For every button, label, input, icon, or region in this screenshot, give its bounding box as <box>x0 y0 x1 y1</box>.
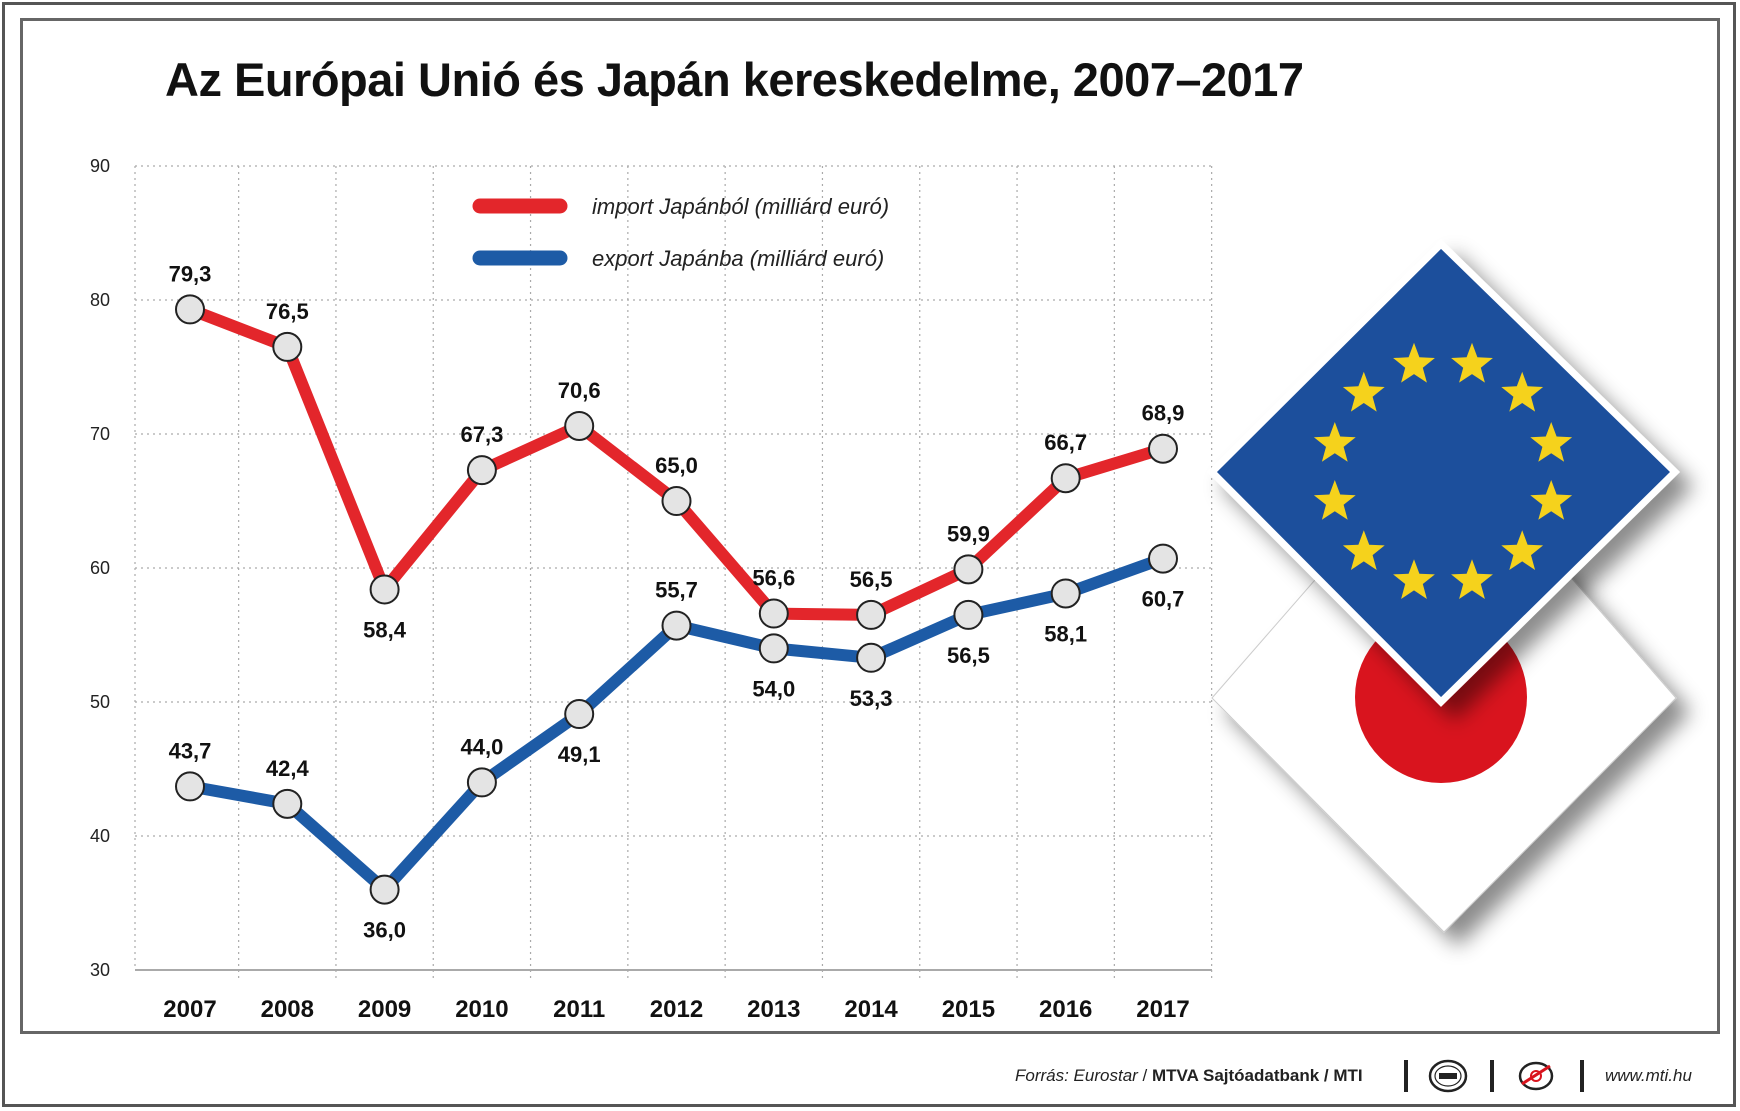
x-tick-label: 2013 <box>747 996 800 1023</box>
data-point <box>661 486 692 516</box>
x-tick-label: 2010 <box>455 996 508 1023</box>
footer-separator <box>1490 1060 1494 1092</box>
eu-star-icon <box>1313 422 1356 462</box>
data-point <box>369 874 400 905</box>
data-point <box>758 633 789 664</box>
data-point <box>564 699 595 730</box>
data-point <box>758 598 789 629</box>
data-point <box>466 455 497 486</box>
data-point <box>369 574 400 605</box>
data-label: 59,9 <box>947 521 990 546</box>
x-tick-label: 2017 <box>1136 996 1189 1023</box>
eu-star-icon <box>1393 559 1435 599</box>
data-label: 65,0 <box>655 453 698 478</box>
data-label: 49,1 <box>558 742 601 767</box>
data-label: 68,9 <box>1142 401 1185 426</box>
data-point <box>1148 433 1178 464</box>
data-label: 67,3 <box>460 422 503 447</box>
data-point <box>1050 463 1081 494</box>
data-point <box>175 771 205 802</box>
eu-flag-icon <box>1207 239 1681 707</box>
data-point <box>272 788 303 819</box>
series: 79,3 76,5 58,4 67,3 70,6 65,0 56,6 56,5 59,9 66,7… <box>169 261 1185 942</box>
data-label: 56,6 <box>752 566 795 591</box>
eu-star-icon <box>1313 480 1356 520</box>
data-label: 36,0 <box>363 918 406 943</box>
eu-star-icon <box>1451 559 1493 599</box>
series-export: 43,7 42,4 36,0 44,0 49,1 55,7 54,0 53,3 56,5 58,1… <box>169 543 1185 943</box>
data-label: 54,0 <box>752 676 795 701</box>
x-tick-label: 2007 <box>163 996 216 1023</box>
data-label: 60,7 <box>1142 587 1185 612</box>
data-point <box>856 642 887 673</box>
source-org: MTVA Sajtóadatbank / MTI <box>1151 1066 1363 1085</box>
eu-star-icon <box>1393 342 1435 383</box>
data-label: 42,4 <box>266 756 310 781</box>
data-point <box>953 599 984 630</box>
eu-star-icon <box>1530 422 1573 462</box>
data-point <box>1148 543 1178 574</box>
y-tick-label: 70 <box>90 424 110 444</box>
data-label: 44,0 <box>460 734 503 759</box>
legend-label: export Japánba (milliárd euró) <box>592 246 884 271</box>
data-label: 76,5 <box>266 299 309 324</box>
data-point <box>856 599 887 630</box>
x-tick-label: 2011 <box>553 996 605 1023</box>
chart-title: Az Európai Unió és Japán kereskedelme, 2… <box>165 53 1304 106</box>
data-label: 79,3 <box>169 261 212 286</box>
data-point <box>175 294 205 325</box>
x-axis-ticks: 2007 2008 2009 2010 2011 2012 2013 2014 2015 2016… <box>163 996 1189 1023</box>
data-label: 43,7 <box>169 738 212 763</box>
flags <box>1207 239 1681 933</box>
x-tick-label: 2016 <box>1039 996 1092 1023</box>
data-point <box>466 767 497 798</box>
data-label: 70,6 <box>558 378 601 403</box>
eu-star-icon <box>1342 530 1385 570</box>
eu-star-icon <box>1530 480 1573 520</box>
website-link[interactable]: www.mti.hu <box>1605 1066 1692 1085</box>
eu-star-icon <box>1501 371 1544 412</box>
data-label: 58,4 <box>363 617 407 642</box>
x-tick-label: 2008 <box>261 996 314 1023</box>
y-tick-label: 80 <box>90 290 110 310</box>
data-label: 55,7 <box>655 578 698 603</box>
eu-star-icon <box>1451 342 1493 383</box>
data-point <box>661 610 692 641</box>
data-point <box>1050 578 1081 609</box>
mti-logo-icon <box>1518 1061 1554 1091</box>
x-tick-label: 2009 <box>358 996 411 1023</box>
data-label: 53,3 <box>850 686 893 711</box>
data-point <box>564 410 595 441</box>
data-label: 56,5 <box>850 567 893 592</box>
source-separator: / <box>1137 1066 1152 1085</box>
y-axis-ticks: 30 40 50 60 70 80 90 <box>90 156 110 980</box>
y-tick-label: 40 <box>90 826 110 846</box>
legend: import Japánból (milliárd euró) export Ja… <box>472 194 889 271</box>
eu-star-icon <box>1501 530 1544 570</box>
mtva-logo-icon <box>1428 1059 1468 1093</box>
source-credit: Forrás: Eurostar / MTVA Sajtóadatbank / … <box>1015 1066 1363 1100</box>
y-tick-label: 90 <box>90 156 110 176</box>
data-label: 66,7 <box>1044 430 1087 455</box>
y-tick-label: 30 <box>90 960 110 980</box>
y-tick-label: 60 <box>90 558 110 578</box>
data-point <box>272 331 303 362</box>
x-tick-label: 2012 <box>650 996 703 1023</box>
eu-star-icon <box>1342 371 1385 412</box>
data-point <box>953 554 984 585</box>
source-label: Forrás: Eurostar <box>1015 1066 1138 1085</box>
data-label: 56,5 <box>947 643 990 668</box>
x-tick-label: 2015 <box>942 996 995 1023</box>
x-tick-label: 2014 <box>844 996 898 1023</box>
data-label: 58,1 <box>1044 621 1087 646</box>
series-import: 79,3 76,5 58,4 67,3 70,6 65,0 56,6 56,5 59,9 66,7… <box>169 261 1185 642</box>
footer-separator <box>1580 1060 1584 1092</box>
legend-label: import Japánból (milliárd euró) <box>592 194 889 219</box>
grid <box>134 165 1213 978</box>
y-tick-label: 50 <box>90 692 110 712</box>
footer-separator <box>1404 1060 1408 1092</box>
